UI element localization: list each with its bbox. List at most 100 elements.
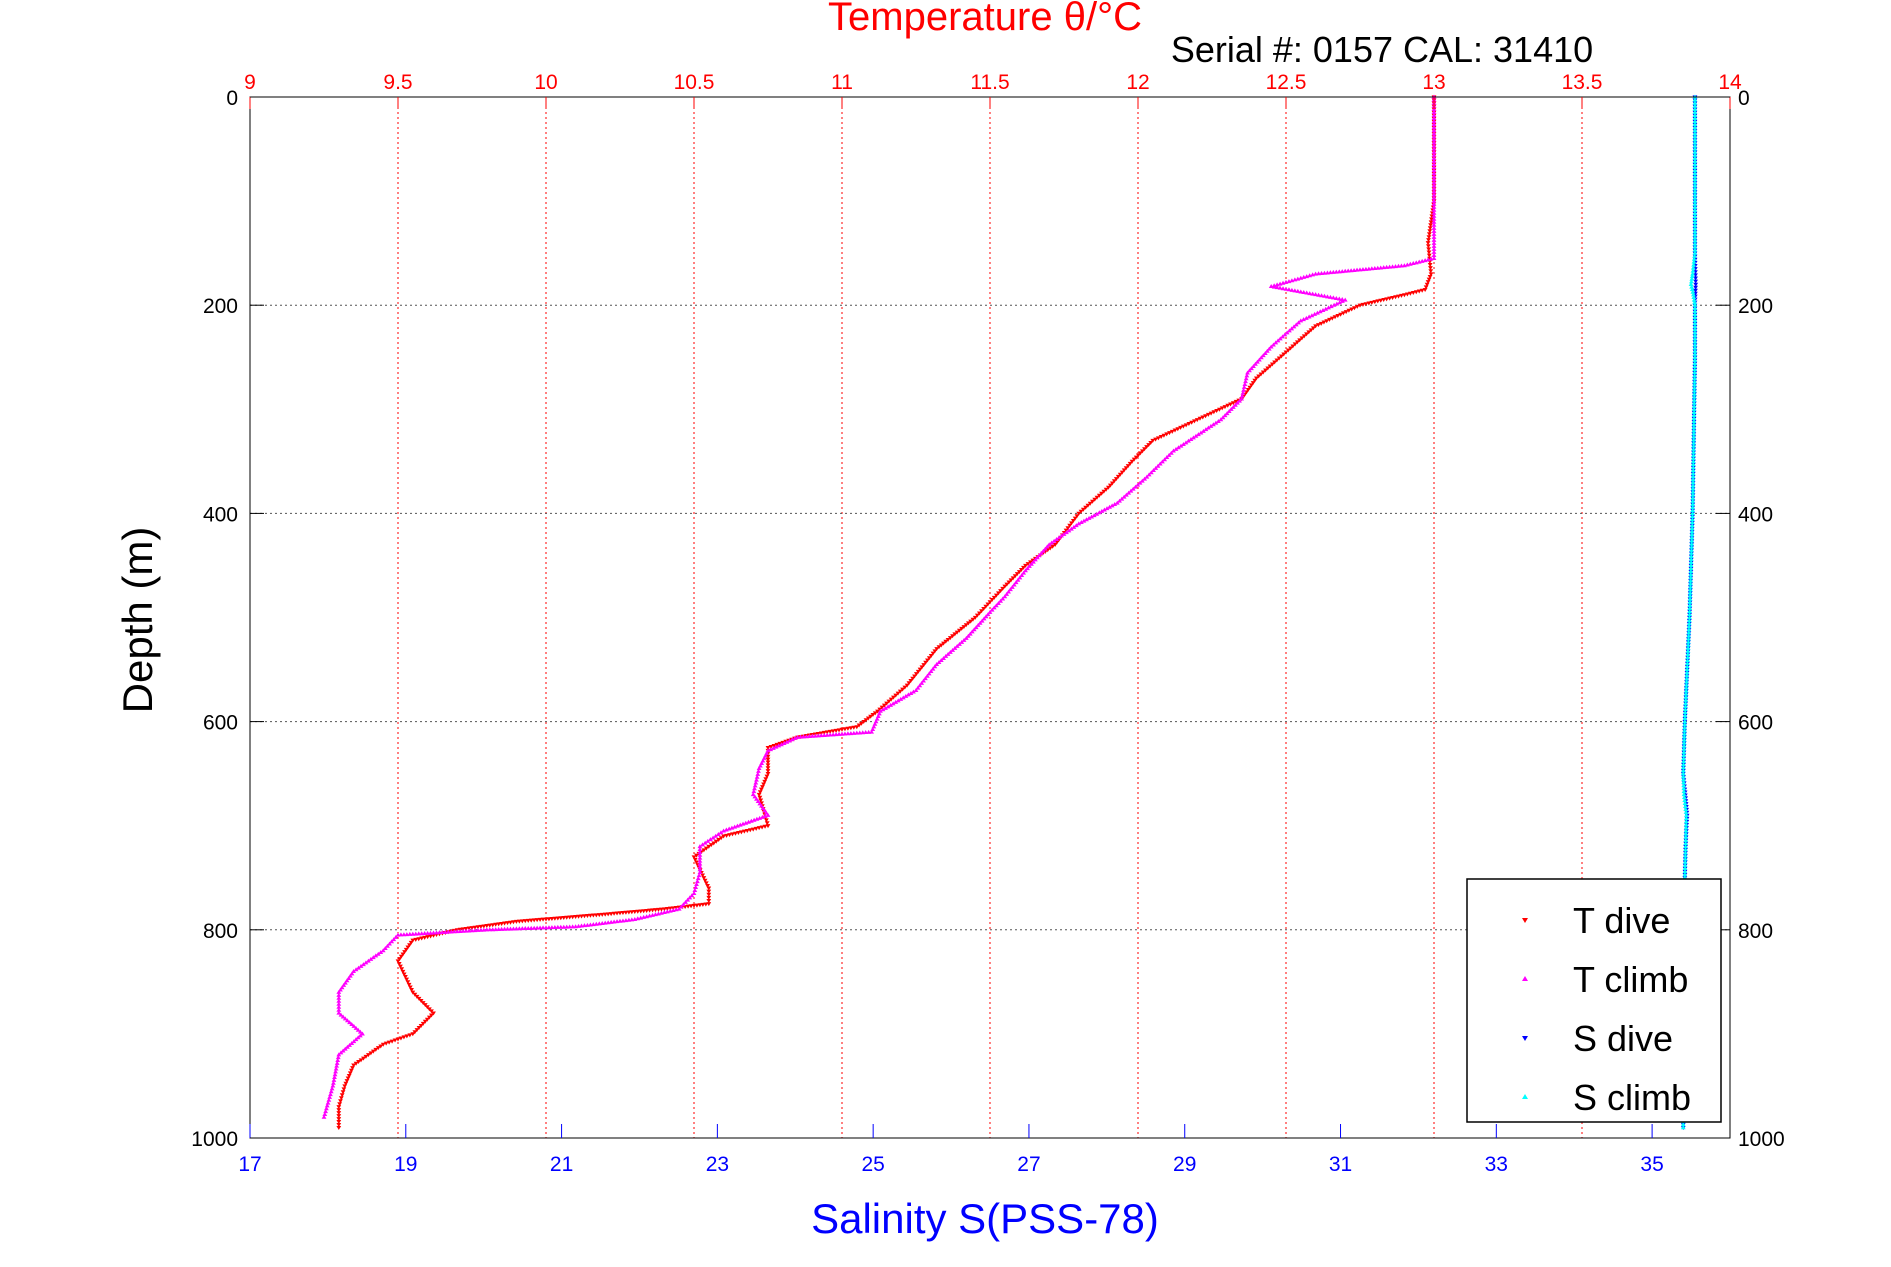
data-point xyxy=(1126,490,1132,495)
data-point xyxy=(514,926,519,931)
legend-marker xyxy=(1522,1094,1528,1099)
data-point xyxy=(1167,431,1172,436)
data-point xyxy=(1691,428,1697,433)
data-point xyxy=(355,1035,361,1040)
data-point xyxy=(1692,112,1698,117)
data-point xyxy=(757,795,763,800)
data-point xyxy=(1254,376,1259,381)
data-point xyxy=(1334,301,1340,306)
data-point xyxy=(1194,418,1200,423)
data-point xyxy=(771,743,777,748)
data-point xyxy=(338,1050,344,1055)
data-point xyxy=(1107,483,1113,488)
data-point xyxy=(410,938,416,943)
data-point xyxy=(1260,353,1266,358)
data-point xyxy=(851,730,857,735)
data-point xyxy=(912,674,917,679)
data-point xyxy=(334,1060,340,1065)
data-point xyxy=(328,1089,334,1094)
data-point xyxy=(774,742,780,747)
data-point xyxy=(332,1075,337,1080)
data-point xyxy=(484,927,490,932)
data-point xyxy=(1683,812,1689,817)
depth-tick-label-right: 1000 xyxy=(1738,1128,1785,1151)
data-point xyxy=(740,821,746,826)
data-point xyxy=(1011,582,1017,587)
data-point xyxy=(1280,286,1286,291)
data-point xyxy=(934,647,940,652)
legend-box xyxy=(1466,878,1722,1123)
data-point xyxy=(1051,538,1057,543)
data-point xyxy=(965,633,971,638)
data-point xyxy=(1127,461,1133,466)
data-point xyxy=(1378,265,1384,270)
data-point xyxy=(1230,401,1236,406)
data-point xyxy=(620,918,626,923)
data-point xyxy=(1685,657,1690,662)
data-point xyxy=(996,600,1001,605)
data-point xyxy=(913,672,919,677)
data-point xyxy=(1115,474,1121,479)
data-point xyxy=(1342,297,1348,302)
data-point xyxy=(1205,412,1211,417)
data-point xyxy=(977,611,982,616)
data-point xyxy=(1135,453,1141,458)
data-point xyxy=(1682,798,1688,803)
data-point xyxy=(1006,580,1012,585)
data-point xyxy=(1244,373,1250,378)
data-point xyxy=(1681,759,1687,764)
data-point xyxy=(1000,596,1006,601)
data-point xyxy=(336,995,342,1000)
data-point xyxy=(511,926,516,931)
data-point xyxy=(1027,563,1032,568)
data-point xyxy=(1690,292,1696,297)
data-point xyxy=(1325,270,1330,275)
data-point xyxy=(1692,373,1698,378)
data-point xyxy=(694,860,699,865)
data-point xyxy=(1689,532,1695,537)
data-point xyxy=(448,929,454,934)
data-point xyxy=(596,921,602,926)
data-point xyxy=(1144,474,1150,479)
data-point xyxy=(1692,232,1698,237)
data-point xyxy=(402,950,407,955)
data-point xyxy=(1249,383,1254,388)
data-point xyxy=(1323,306,1329,311)
data-point xyxy=(1228,402,1233,407)
data-point xyxy=(1692,253,1698,258)
data-point xyxy=(360,1031,365,1036)
depth-tick-label-right: 600 xyxy=(1738,712,1773,735)
data-point xyxy=(1330,269,1336,274)
data-point xyxy=(732,824,738,829)
data-point xyxy=(1683,694,1689,699)
data-point xyxy=(673,907,679,912)
data-point xyxy=(1431,122,1437,127)
data-point xyxy=(925,658,930,663)
data-point xyxy=(1219,406,1225,411)
data-point xyxy=(1691,449,1696,454)
data-point xyxy=(1254,359,1260,364)
data-point xyxy=(1349,307,1355,312)
data-point xyxy=(1688,556,1694,561)
data-point xyxy=(653,912,658,917)
data-point xyxy=(528,925,534,930)
data-point xyxy=(1426,253,1432,258)
data-point xyxy=(1273,340,1279,345)
data-point xyxy=(347,1042,352,1047)
data-point xyxy=(1345,268,1351,273)
grid-layer xyxy=(250,97,1730,1138)
data-point xyxy=(635,916,641,921)
data-point xyxy=(333,1066,339,1071)
data-point xyxy=(1428,223,1434,228)
data-point xyxy=(1178,443,1184,448)
data-point xyxy=(1688,578,1693,583)
data-point xyxy=(697,855,703,860)
data-point xyxy=(1692,140,1698,145)
data-point xyxy=(407,985,413,990)
data-point xyxy=(1691,397,1697,402)
depth-tick-label-left: 400 xyxy=(203,503,238,526)
data-point xyxy=(789,737,795,742)
data-point xyxy=(1086,515,1092,520)
data-point xyxy=(721,828,726,833)
data-point xyxy=(1691,431,1697,436)
